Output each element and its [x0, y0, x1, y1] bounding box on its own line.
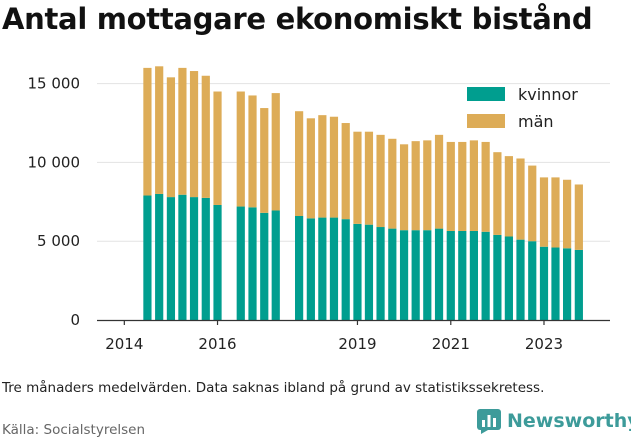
bar-man: [411, 141, 420, 231]
axes: 0 5 000 10 000 15 000 2014 2016 2019 2021 2023: [28, 75, 610, 353]
bar-kvinnor: [201, 197, 210, 320]
bar-kvinnor: [423, 230, 432, 320]
bar-man: [166, 77, 176, 198]
bar-kvinnor: [318, 217, 327, 320]
bar-kvinnor: [516, 239, 525, 320]
bar-man: [376, 134, 385, 228]
bar-kvinnor: [399, 230, 409, 320]
bar-kvinnor: [295, 216, 304, 320]
bar-kvinnor: [248, 207, 257, 320]
bar-kvinnor: [329, 217, 339, 320]
bar-kvinnor: [143, 195, 152, 320]
source-text: Källa: Socialstyrelsen: [2, 422, 146, 438]
bar-kvinnor: [260, 212, 269, 320]
bar-man: [504, 156, 513, 237]
bar-kvinnor: [574, 249, 583, 320]
bar-kvinnor: [434, 228, 444, 320]
bar-kvinnor: [236, 206, 245, 320]
bar-man: [516, 158, 525, 240]
bar-man: [143, 67, 152, 196]
chart-title: Antal mottagare ekonomiskt bistånd: [2, 2, 593, 36]
newsworthy-logo: Newsworthy: [476, 408, 631, 434]
bar-man: [318, 115, 327, 218]
bar-kvinnor: [469, 230, 478, 320]
legend-swatch-man: [467, 114, 505, 128]
bar-man: [271, 93, 280, 211]
bar-man: [434, 134, 444, 229]
brand-name: Newsworthy: [507, 410, 631, 432]
legend-label-man: män: [518, 112, 554, 131]
bar-man: [306, 118, 315, 219]
bar-kvinnor: [411, 230, 420, 320]
bar-man: [458, 141, 467, 231]
x-tick-label: 2021: [432, 335, 470, 353]
bar-kvinnor: [539, 246, 549, 320]
bar-man: [189, 71, 199, 198]
bar-kvinnor: [446, 230, 455, 320]
bar-man: [469, 140, 478, 231]
bar-kvinnor: [493, 234, 502, 320]
bar-kvinnor: [353, 223, 362, 320]
bar-kvinnor: [213, 204, 222, 320]
bar-man: [493, 152, 502, 235]
legend-swatch-kvinnor: [467, 87, 505, 101]
chart-note: Tre månaders medelvärden. Data saknas ib…: [2, 380, 545, 396]
bar-kvinnor: [306, 218, 315, 320]
bar-man: [574, 184, 583, 250]
bar-kvinnor: [376, 227, 385, 320]
bar-man: [364, 131, 374, 225]
y-tick-label: 5 000: [37, 232, 80, 250]
bar-kvinnor: [341, 219, 350, 320]
x-tick-label: 2014: [105, 335, 143, 353]
x-tick-label: 2016: [198, 335, 236, 353]
bar-kvinnor: [166, 197, 176, 320]
bar-man: [423, 140, 432, 231]
y-tick-label: 15 000: [28, 75, 81, 93]
bar-man: [329, 116, 339, 218]
legend: kvinnor män: [467, 85, 578, 131]
bar-man: [178, 67, 187, 195]
bar-man: [539, 177, 549, 247]
bar-chart-icon: [477, 409, 501, 434]
bar-kvinnor: [189, 197, 199, 320]
bar-man: [213, 91, 222, 205]
bar-kvinnor: [551, 247, 560, 320]
bar-man: [353, 131, 362, 224]
y-tick-label: 10 000: [28, 153, 81, 171]
bar-kvinnor: [563, 248, 572, 320]
bar-man: [388, 138, 397, 229]
bar-man: [236, 91, 245, 207]
x-tick-label: 2019: [338, 335, 376, 353]
bar-man: [551, 177, 560, 248]
y-tick-label: 0: [70, 311, 80, 329]
bar-man: [446, 141, 455, 231]
bar-man: [295, 111, 304, 216]
bar-man: [481, 141, 490, 232]
legend-label-kvinnor: kvinnor: [518, 85, 578, 104]
bar-kvinnor: [178, 194, 187, 320]
x-tick-label: 2023: [525, 335, 563, 353]
bar-kvinnor: [481, 231, 490, 320]
bar-kvinnor: [504, 236, 513, 320]
bar-kvinnor: [528, 241, 537, 320]
bar-man: [155, 66, 164, 194]
bar-man: [341, 123, 350, 220]
bar-kvinnor: [364, 224, 374, 320]
bar-man: [563, 179, 572, 249]
bar-man: [260, 108, 269, 213]
bar-man: [528, 165, 537, 242]
bar-kvinnor: [271, 210, 280, 320]
bar-kvinnor: [155, 193, 164, 320]
bar-kvinnor: [388, 228, 397, 320]
bar-kvinnor: [458, 230, 467, 320]
bar-man: [248, 95, 257, 208]
bar-man: [399, 144, 409, 231]
bar-man: [201, 75, 210, 198]
bars: [143, 66, 583, 320]
